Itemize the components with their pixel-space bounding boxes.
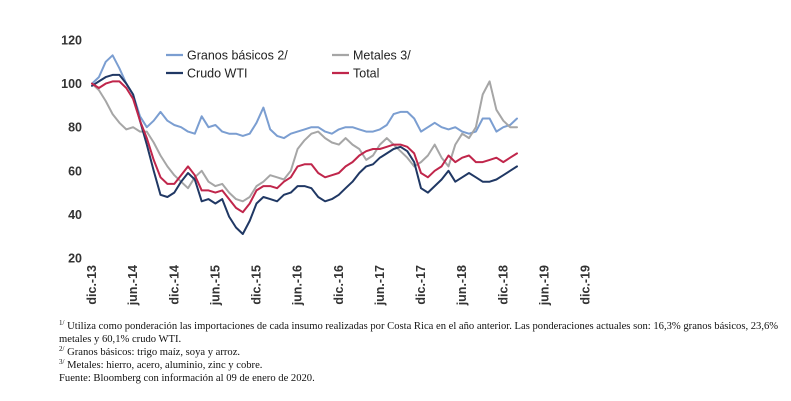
x-tick-label: dic.-16 (332, 265, 346, 305)
line-chart: 20 40 60 80 100 120 dic.-13 jun.-14 dic.-14 jun.… (61, 34, 593, 307)
y-axis: 20 40 60 80 100 120 (61, 34, 82, 266)
x-tick-label: dic.-14 (167, 265, 181, 305)
x-tick-label: dic.-18 (496, 265, 510, 305)
x-tick-label: jun.-19 (537, 265, 551, 306)
series-line-crudo-wti (91, 73, 518, 235)
footnote-2-marker: 2/ (59, 345, 65, 353)
x-tick-label: dic.-19 (579, 265, 593, 305)
y-tick-label: 60 (68, 164, 82, 178)
x-axis: dic.-13 jun.-14 dic.-14 jun.-15 dic.-15 jun.-… (85, 265, 593, 306)
series-line-granos-basicos-2 (91, 54, 518, 140)
footnote-1-text: Utiliza como ponderación las importacion… (59, 321, 779, 345)
x-tick-label: jun.-18 (455, 265, 469, 306)
y-tick-label: 80 (68, 121, 82, 135)
footnote-3: 3/ Metales: hierro, acero, aluminio, zin… (59, 359, 779, 372)
legend: Granos básicos 2/Metales 3/Crudo WTI Tota… (166, 49, 411, 81)
y-tick-label: 100 (61, 77, 82, 91)
series-line-metales-3 (91, 80, 518, 203)
y-tick-label: 120 (61, 34, 82, 48)
x-tick-label: jun.-16 (291, 265, 305, 306)
footnote-2: 2/ Granos básicos: trigo maíz, soya y ar… (59, 346, 779, 359)
x-tick-label: dic.-17 (414, 265, 428, 305)
x-tick-label: dic.-13 (85, 265, 99, 305)
x-tick-label: jun.-14 (126, 265, 140, 306)
source-note: Fuente: Bloomberg con información al 09 … (59, 373, 315, 384)
footnote-2-text: Granos básicos: trigo maíz, soya y arroz… (64, 347, 241, 358)
footnote-3-text: Metales: hierro, acero, aluminio, zinc y… (64, 360, 263, 371)
y-tick-label: 40 (68, 208, 82, 222)
x-tick-label: jun.-17 (373, 265, 387, 306)
x-tick-label: jun.-15 (208, 265, 222, 306)
footnote-1: 1/ Utiliza como ponderación las importac… (59, 320, 779, 346)
series-lines (91, 54, 518, 235)
y-tick-label: 20 (68, 252, 82, 266)
footnote-1-marker: 1/ (59, 319, 65, 327)
footnotes: 1/ Utiliza como ponderación las importac… (59, 320, 779, 385)
legend-label: Total (353, 67, 379, 81)
legend-label: Crudo WTI (187, 67, 247, 81)
series-line-total (91, 80, 518, 214)
legend-label: Granos básicos 2/ (187, 49, 288, 63)
footnote-3-marker: 3/ (59, 358, 65, 366)
x-tick-label: dic.-15 (250, 265, 264, 305)
legend-label: Metales 3/ (353, 49, 411, 63)
